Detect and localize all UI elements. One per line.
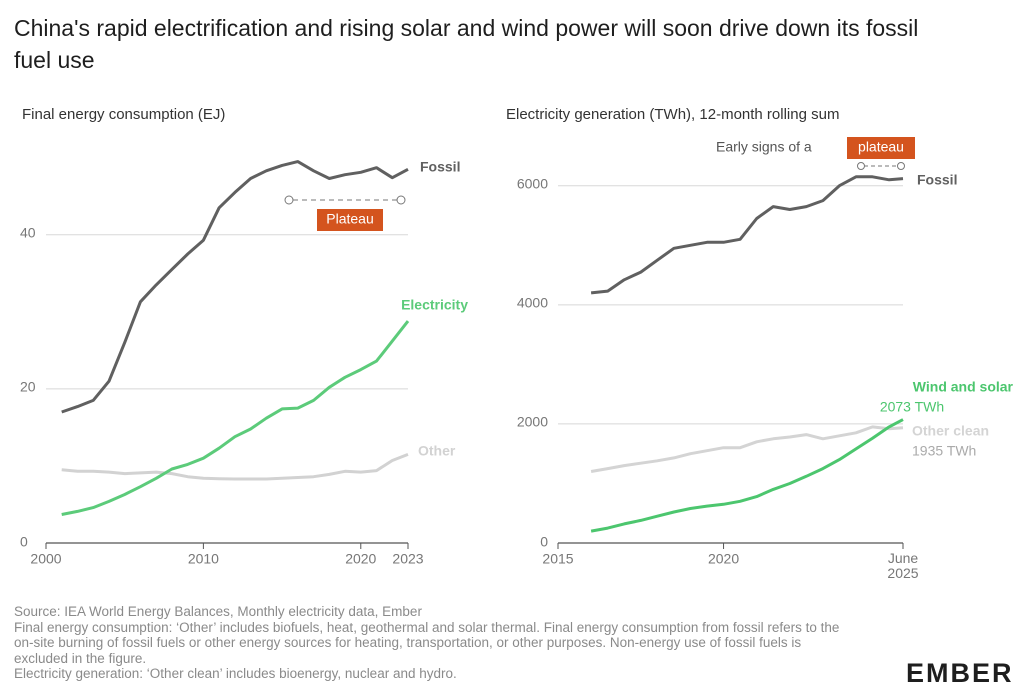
logo: EMBER [906, 658, 1014, 688]
footer-line: Final energy consumption: ‘Other’ includ… [14, 619, 840, 666]
subtitle: Electricity generation (TWh), 12-month r… [506, 106, 839, 123]
charts: Final energy consumption (EJ) 0 20 40 2000 20… [20, 106, 1014, 581]
x-tick-label: 2023 [392, 551, 423, 567]
series-label: Other [418, 443, 456, 459]
plateau-marker [396, 195, 406, 205]
series-line [61, 160, 409, 414]
plateau-box [847, 137, 915, 159]
y-tick-label: 20 [20, 379, 36, 395]
series-line [590, 425, 904, 473]
annotation: Plateau [326, 211, 373, 227]
footer: Source: IEA World Energy Balances, Month… [14, 604, 844, 682]
title: China's rapid electrification and rising… [14, 15, 919, 73]
x-tick-label: 2015 [542, 551, 573, 567]
footer-line: Source: IEA World Energy Balances, Month… [14, 604, 422, 619]
series-label: Fossil [420, 159, 460, 175]
series-label: Other clean [912, 423, 989, 439]
x-tick-label: June 2025 [887, 551, 919, 581]
annotation: Early signs of a [716, 139, 812, 155]
x-tick-label: 2010 [188, 551, 219, 567]
x-tick-label-text: June 2025 [887, 551, 919, 581]
x-tick-label: 2020 [345, 551, 376, 567]
y-tick-label: 0 [20, 534, 28, 550]
annotation: plateau [858, 139, 904, 155]
y-tick-label: 2000 [517, 414, 548, 430]
subtitle: Final energy consumption (EJ) [22, 106, 225, 123]
series-label: Fossil [917, 172, 957, 188]
x-tick-label: 2020 [708, 551, 739, 567]
y-tick-label: 0 [540, 534, 548, 550]
y-tick-label: 40 [20, 224, 36, 240]
plateau-marker [857, 162, 865, 170]
value-label: 1935 TWh [912, 443, 976, 459]
series-line [61, 320, 410, 516]
footer-line: Electricity generation: ‘Other clean’ in… [14, 666, 457, 681]
plateau-marker [897, 162, 905, 170]
plateau-marker [284, 195, 294, 205]
value-label: 2073 TWh [880, 399, 944, 415]
y-tick-label: 4000 [517, 295, 548, 311]
series-label: Electricity [401, 297, 468, 313]
y-tick-label: 6000 [517, 175, 548, 191]
series-line [590, 418, 904, 533]
series-label: Wind and solar [913, 379, 1014, 395]
series-line [61, 453, 409, 481]
plateau-box [317, 209, 383, 231]
series-line [590, 175, 904, 295]
x-tick-label: 2000 [30, 551, 61, 567]
